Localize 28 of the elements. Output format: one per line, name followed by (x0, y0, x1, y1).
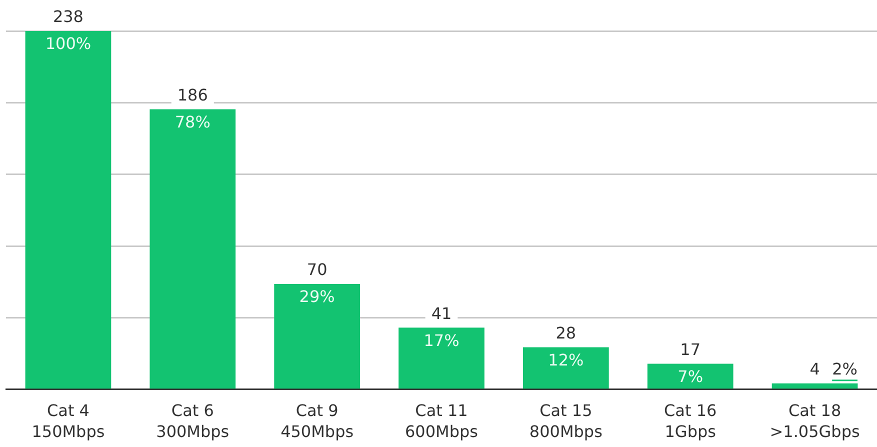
data-label: 28 (556, 323, 576, 342)
x-tick-label: Cat 16 1Gbps (664, 400, 717, 441)
x-tick-label: Cat 9 450Mbps (280, 400, 354, 441)
x-tick-label: Cat 15 800Mbps (529, 400, 602, 441)
annotation: 78% (174, 112, 210, 132)
annotation: 2% (832, 360, 858, 379)
annotation: 29% (299, 287, 335, 306)
data-label: 186 (177, 85, 208, 104)
x-tick-label: Cat 11 600Mbps (405, 400, 478, 441)
x-tick-label: Cat 6 300Mbps (156, 400, 230, 441)
annotation: 100% (45, 34, 92, 54)
annotation: 7% (678, 366, 704, 386)
bar (25, 31, 112, 389)
bar (398, 328, 484, 389)
annotation: 17% (424, 330, 460, 350)
bar (150, 109, 236, 389)
data-label: 70 (306, 260, 328, 280)
data-label: 17 (680, 340, 701, 359)
bar (274, 284, 360, 389)
data-label: 41 (431, 304, 452, 323)
bar (772, 383, 858, 389)
data-label: 238 (52, 7, 84, 26)
x-tick-label: Cat 4 150Mbps (32, 400, 105, 441)
bar (647, 364, 734, 389)
x-tick-label: Cat 18 >1.05Gbps (770, 400, 860, 441)
annotation: 12% (548, 350, 584, 370)
bar (523, 347, 609, 389)
data-label: 4 (810, 360, 820, 379)
